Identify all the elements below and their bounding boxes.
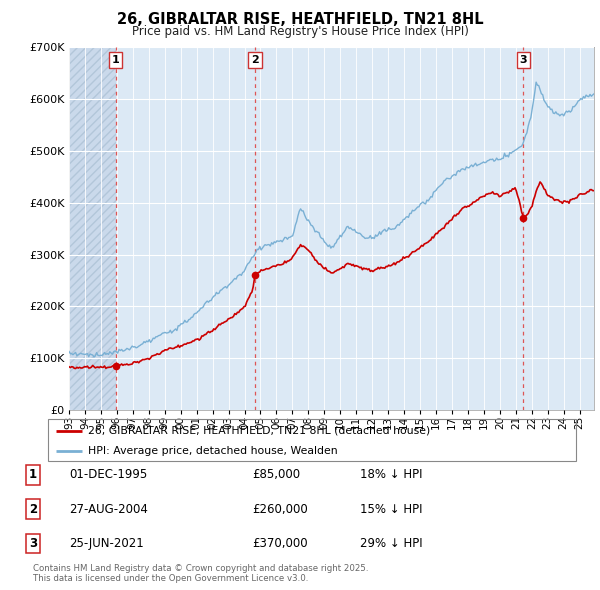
Text: 29% ↓ HPI: 29% ↓ HPI	[360, 537, 422, 550]
Text: Contains HM Land Registry data © Crown copyright and database right 2025.
This d: Contains HM Land Registry data © Crown c…	[33, 563, 368, 583]
Bar	[69, 47, 116, 410]
Text: 26, GIBRALTAR RISE, HEATHFIELD, TN21 8HL: 26, GIBRALTAR RISE, HEATHFIELD, TN21 8HL	[116, 12, 484, 27]
Text: 2: 2	[29, 503, 37, 516]
Text: 3: 3	[520, 55, 527, 65]
Text: 26, GIBRALTAR RISE, HEATHFIELD, TN21 8HL (detached house): 26, GIBRALTAR RISE, HEATHFIELD, TN21 8HL…	[88, 426, 430, 436]
Text: 25-JUN-2021: 25-JUN-2021	[69, 537, 144, 550]
Text: Price paid vs. HM Land Registry's House Price Index (HPI): Price paid vs. HM Land Registry's House …	[131, 25, 469, 38]
Text: 01-DEC-1995: 01-DEC-1995	[69, 468, 147, 481]
Text: 1: 1	[112, 55, 119, 65]
Text: 15% ↓ HPI: 15% ↓ HPI	[360, 503, 422, 516]
Text: £260,000: £260,000	[252, 503, 308, 516]
Text: 27-AUG-2004: 27-AUG-2004	[69, 503, 148, 516]
Text: 1: 1	[29, 468, 37, 481]
Text: £85,000: £85,000	[252, 468, 300, 481]
Text: 18% ↓ HPI: 18% ↓ HPI	[360, 468, 422, 481]
Text: 3: 3	[29, 537, 37, 550]
Text: HPI: Average price, detached house, Wealden: HPI: Average price, detached house, Weal…	[88, 446, 337, 455]
Text: 2: 2	[251, 55, 259, 65]
Text: £370,000: £370,000	[252, 537, 308, 550]
